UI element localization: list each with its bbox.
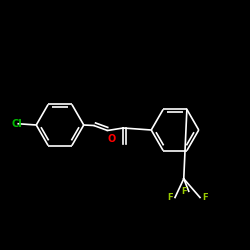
Text: Cl: Cl (12, 119, 23, 129)
Text: O: O (107, 134, 116, 144)
Text: F: F (202, 193, 207, 202)
Text: F: F (168, 193, 173, 202)
Text: F: F (181, 187, 187, 196)
